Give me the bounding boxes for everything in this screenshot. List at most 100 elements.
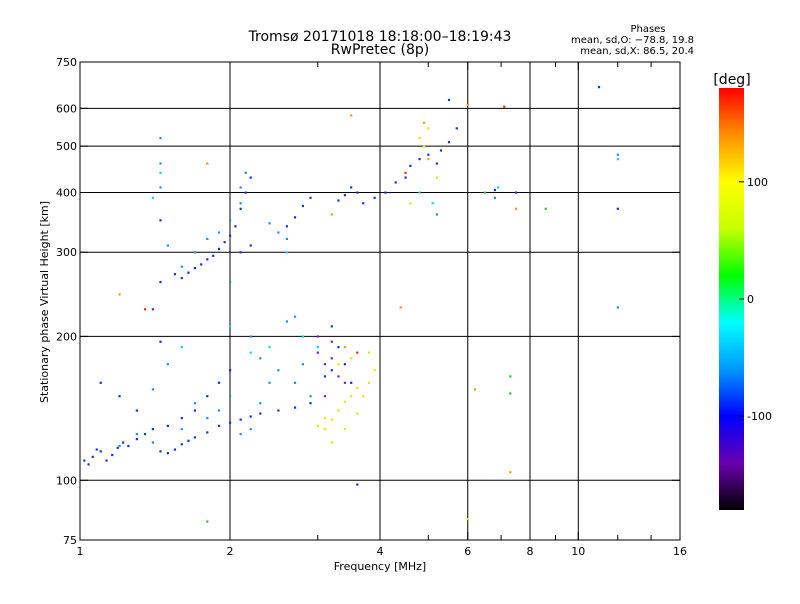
- y-tick-label: 100: [56, 474, 77, 487]
- y-axis-label: Stationary phase Virtual Height [km]: [38, 201, 51, 403]
- data-point: [143, 432, 147, 436]
- data-point: [356, 386, 359, 390]
- data-point: [268, 381, 271, 384]
- data-point: [435, 176, 438, 179]
- data-point: [384, 191, 387, 194]
- data-point: [616, 207, 619, 210]
- data-point: [249, 244, 252, 247]
- data-point: [206, 237, 209, 241]
- data-point: [180, 428, 183, 431]
- data-point: [285, 237, 288, 241]
- data-point: [234, 225, 237, 228]
- data-point: [151, 388, 155, 391]
- data-point: [151, 441, 155, 444]
- data-point: [249, 335, 252, 338]
- data-point: [330, 213, 333, 216]
- data-point: [200, 263, 203, 266]
- chart-subtitle: RwPretec (8p): [331, 42, 429, 58]
- x-tick-label: 1: [77, 545, 84, 558]
- data-point: [418, 158, 421, 161]
- y-axis-ticks: 75 100 200 300 400 500 600 750: [56, 56, 680, 547]
- data-point: [293, 381, 297, 384]
- data-point: [173, 273, 177, 276]
- data-point: [418, 137, 421, 140]
- data-point: [118, 293, 121, 296]
- data-point: [316, 424, 319, 428]
- data-point: [180, 416, 183, 420]
- data-point: [229, 219, 232, 222]
- data-point: [268, 222, 271, 225]
- data-point: [118, 395, 121, 398]
- data-point: [135, 437, 138, 441]
- data-point: [223, 241, 226, 244]
- data-point: [212, 254, 215, 257]
- data-point: [193, 436, 197, 439]
- data-point: [466, 517, 469, 521]
- grid: [80, 62, 680, 540]
- colorbar-ticks: 100 0 -100: [739, 176, 772, 423]
- stats-line-o: mean, sd,O: −78.8, 19.8: [571, 35, 694, 46]
- data-point: [83, 459, 86, 462]
- data-point: [435, 213, 438, 216]
- data-point: [259, 357, 262, 360]
- y-tick-label: 200: [56, 330, 77, 343]
- data-point: [239, 202, 242, 205]
- data-point: [362, 202, 365, 205]
- y-tick-label: 500: [56, 140, 77, 153]
- data-point: [330, 325, 333, 328]
- data-point: [343, 428, 347, 431]
- y-tick-label: 600: [56, 102, 77, 115]
- data-point: [99, 381, 102, 384]
- data-point: [350, 381, 353, 384]
- y-tick-label: 75: [63, 534, 77, 547]
- data-point: [293, 406, 297, 409]
- colorbar-tick-label: 100: [747, 176, 768, 189]
- y-tick-label: 400: [56, 186, 77, 199]
- data-point: [422, 145, 426, 148]
- x-axis-label: Frequency [MHz]: [334, 560, 426, 573]
- data-point: [493, 188, 497, 192]
- data-point: [239, 186, 242, 189]
- data-point: [427, 153, 430, 156]
- x-tick-label: 8: [527, 545, 534, 558]
- data-point: [187, 271, 190, 274]
- x-axis-ticks: 1 2 4 6 8 10 16: [77, 62, 687, 558]
- data-point: [337, 363, 340, 366]
- data-point: [193, 267, 197, 270]
- data-point: [350, 114, 353, 117]
- data-point: [496, 186, 500, 189]
- data-point: [229, 421, 232, 424]
- data-point: [431, 202, 434, 205]
- data-point: [293, 216, 297, 219]
- data-point: [159, 137, 162, 140]
- data-point: [301, 204, 305, 208]
- data-point: [337, 346, 340, 349]
- data-point: [239, 432, 242, 436]
- data-point: [293, 315, 297, 318]
- data-point: [509, 392, 512, 395]
- data-point: [337, 409, 340, 412]
- data-point: [515, 207, 518, 210]
- data-point: [217, 231, 221, 234]
- data-point: [122, 441, 125, 444]
- data-point: [309, 395, 312, 398]
- data-point: [409, 164, 412, 167]
- data-point: [239, 207, 242, 210]
- data-point: [362, 395, 365, 398]
- data-point: [330, 418, 333, 421]
- data-point: [330, 441, 333, 444]
- data-point: [135, 432, 138, 436]
- data-point: [323, 416, 327, 420]
- data-point: [367, 381, 371, 384]
- data-point: [229, 234, 232, 237]
- data-point: [404, 171, 407, 174]
- data-point: [422, 121, 426, 124]
- data-point: [206, 258, 209, 261]
- data-point: [616, 306, 619, 309]
- data-point: [268, 346, 271, 349]
- data-point: [277, 369, 280, 372]
- data-point: [427, 158, 430, 161]
- data-point: [330, 340, 333, 343]
- data-point: [337, 199, 340, 202]
